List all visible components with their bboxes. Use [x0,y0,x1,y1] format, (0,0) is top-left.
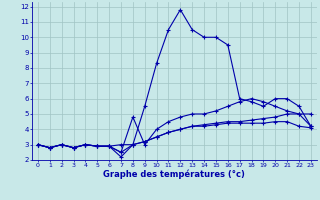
X-axis label: Graphe des températures (°c): Graphe des températures (°c) [103,169,245,179]
